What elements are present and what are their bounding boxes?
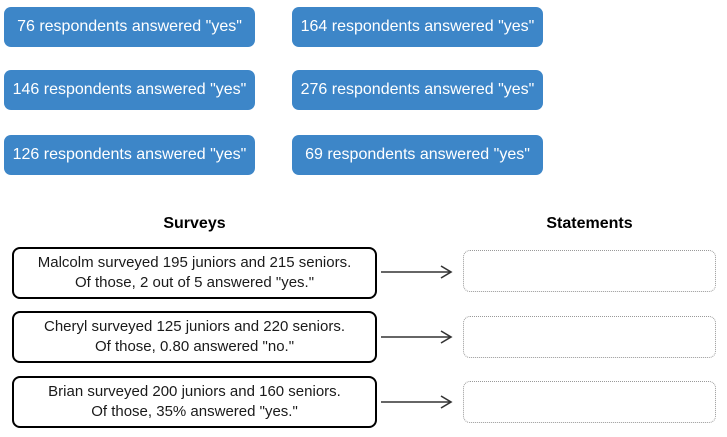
survey-text-line1: Cheryl surveyed 125 juniors and 220 seni… — [43, 318, 345, 335]
survey-text-line2: Of those, 35% answered "yes." — [91, 403, 298, 420]
statement-dropzone-3[interactable] — [463, 381, 716, 423]
answer-tile-label: 164 respondents answered "yes" — [300, 18, 535, 35]
answer-tile-label: 69 respondents answered "yes" — [305, 146, 530, 163]
statement-dropzone-2[interactable] — [463, 316, 716, 358]
answer-tile-2[interactable]: 164 respondents answered "yes" — [292, 7, 543, 47]
survey-text-line2: Of those, 0.80 answered "no." — [94, 338, 295, 355]
answer-tile-1[interactable]: 76 respondents answered "yes" — [4, 7, 255, 47]
statements-header: Statements — [546, 215, 633, 232]
survey-text-line1: Brian surveyed 200 juniors and 160 senio… — [48, 383, 341, 400]
arrow-icon — [381, 330, 453, 344]
statement-dropzone-1[interactable] — [463, 250, 716, 292]
answer-tile-label: 276 respondents answered "yes" — [300, 81, 535, 98]
survey-box-1: Malcolm surveyed 195 juniors and 215 sen… — [12, 247, 377, 299]
survey-box-2: Cheryl surveyed 125 juniors and 220 seni… — [12, 311, 377, 363]
arrow-icon — [381, 395, 453, 409]
answer-tile-4[interactable]: 276 respondents answered "yes" — [292, 70, 543, 110]
answer-tile-5[interactable]: 126 respondents answered "yes" — [4, 135, 255, 175]
survey-box-3: Brian surveyed 200 juniors and 160 senio… — [12, 376, 377, 428]
answer-tile-6[interactable]: 69 respondents answered "yes" — [292, 135, 543, 175]
survey-text-line1: Malcolm surveyed 195 juniors and 215 sen… — [37, 254, 352, 271]
answer-tile-3[interactable]: 146 respondents answered "yes" — [4, 70, 255, 110]
answer-tile-label: 126 respondents answered "yes" — [12, 146, 247, 163]
answer-tile-label: 146 respondents answered "yes" — [12, 81, 247, 98]
surveys-header: Surveys — [163, 215, 226, 232]
survey-text-line2: Of those, 2 out of 5 answered "yes." — [74, 274, 315, 291]
answer-tile-label: 76 respondents answered "yes" — [17, 18, 242, 35]
arrow-icon — [381, 265, 453, 279]
